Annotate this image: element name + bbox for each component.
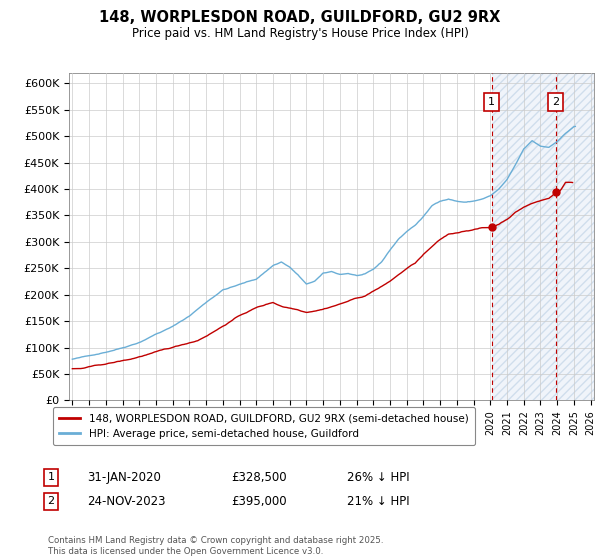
Bar bbox=[491, 73, 594, 400]
Text: 1: 1 bbox=[488, 97, 495, 108]
Text: Contains HM Land Registry data © Crown copyright and database right 2025.
This d: Contains HM Land Registry data © Crown c… bbox=[48, 536, 383, 556]
Text: 24-NOV-2023: 24-NOV-2023 bbox=[87, 494, 166, 508]
Text: 2: 2 bbox=[552, 97, 559, 108]
Text: 31-JAN-2020: 31-JAN-2020 bbox=[87, 470, 161, 484]
Text: £328,500: £328,500 bbox=[231, 470, 287, 484]
Bar bbox=[491, 73, 594, 400]
Text: 1: 1 bbox=[47, 472, 55, 482]
Legend: 148, WORPLESDON ROAD, GUILDFORD, GU2 9RX (semi-detached house), HPI: Average pri: 148, WORPLESDON ROAD, GUILDFORD, GU2 9RX… bbox=[53, 407, 475, 445]
Text: 148, WORPLESDON ROAD, GUILDFORD, GU2 9RX: 148, WORPLESDON ROAD, GUILDFORD, GU2 9RX bbox=[100, 10, 500, 25]
Text: 26% ↓ HPI: 26% ↓ HPI bbox=[347, 470, 409, 484]
Text: 21% ↓ HPI: 21% ↓ HPI bbox=[347, 494, 409, 508]
Text: 2: 2 bbox=[47, 496, 55, 506]
Text: £395,000: £395,000 bbox=[231, 494, 287, 508]
Text: Price paid vs. HM Land Registry's House Price Index (HPI): Price paid vs. HM Land Registry's House … bbox=[131, 27, 469, 40]
